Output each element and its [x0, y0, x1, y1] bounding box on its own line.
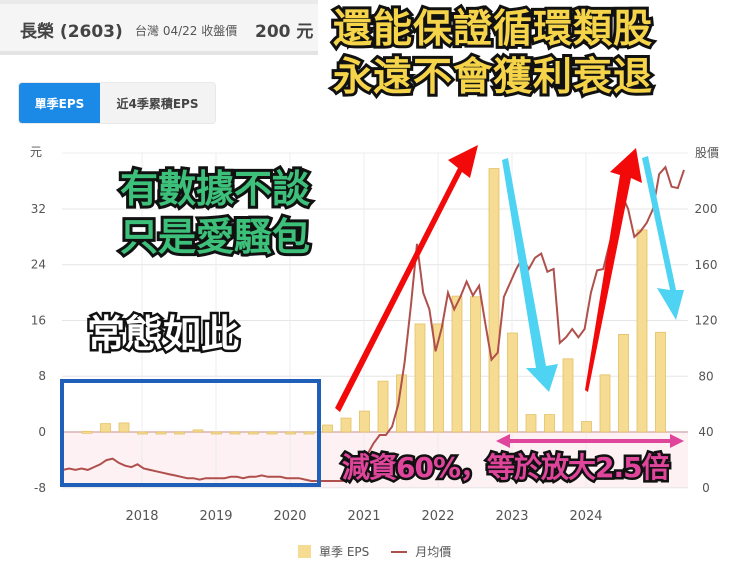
green-line-1: 有數據不談: [117, 164, 313, 214]
eps-bar: [155, 431, 167, 435]
red-up-arrow-2: [585, 148, 642, 392]
eps-bar: [322, 424, 333, 433]
eps-bar: [655, 331, 666, 433]
eps-bar: [562, 358, 574, 433]
right-axis-unit: 股價: [695, 146, 719, 160]
white-overlay: 常態如此: [84, 310, 241, 359]
tab-trailing-4q-eps[interactable]: 近4季累積EPS: [100, 83, 215, 123]
eps-bar: [507, 332, 518, 433]
eps-bar: [81, 430, 93, 434]
eps-bar: [266, 431, 278, 435]
left-axis-unit: 元: [30, 145, 42, 159]
left-axis-tick: -8: [34, 481, 46, 495]
x-axis-year: 2018: [125, 509, 158, 524]
right-axis-tick: 0: [702, 481, 710, 495]
eps-bar: [285, 431, 296, 435]
close-price: 200 元: [255, 22, 314, 42]
headline-overlay: 還能保證循環類股 永遠不會獲利衰退: [330, 4, 655, 103]
eps-bar: [599, 374, 611, 433]
right-axis-tick: 200: [695, 202, 718, 216]
eps-bar: [433, 323, 444, 433]
market-date-label: 台灣 04/22 收盤價: [135, 24, 238, 38]
left-axis-tick: 16: [31, 313, 46, 327]
eps-bar: [248, 431, 259, 435]
x-axis-year: 2021: [347, 509, 380, 524]
pink-arrow-right: [670, 434, 684, 448]
eps-bar: [137, 431, 148, 435]
eps-bar: [636, 229, 648, 433]
eps-bar: [414, 323, 426, 433]
cyan-down-arrow-1: [502, 158, 558, 392]
chart-legend: 單季 EPS 月均價: [298, 543, 451, 560]
eps-bar: [303, 431, 315, 435]
pink-arrow-left: [496, 434, 510, 448]
highlight-box: [60, 379, 321, 487]
red-up-arrow-1: [335, 145, 478, 412]
green-line-2: 只是愛騷包: [117, 212, 313, 262]
eps-bar: [340, 417, 352, 433]
pink-overlay: 減資60%，等於放大2.5倍: [340, 449, 673, 487]
x-axis-year: 2023: [495, 509, 528, 524]
x-axis-year: 2024: [569, 509, 602, 524]
left-axis-tick: 0: [38, 425, 46, 439]
tab-quarterly-eps[interactable]: 單季EPS: [19, 83, 100, 123]
eps-bar: [100, 423, 111, 433]
left-axis-tick: 8: [38, 369, 46, 383]
eps-tab-group: 單季EPS 近4季累積EPS: [19, 83, 215, 123]
eps-bar: [192, 429, 204, 433]
price-legend-line[interactable]: [391, 550, 408, 553]
left-axis-tick: 32: [31, 202, 46, 216]
headline-line-2: 永遠不會獲利衰退: [330, 52, 655, 103]
eps-bar: [488, 168, 500, 433]
x-axis-year: 2022: [421, 509, 454, 524]
right-axis-tick: 120: [695, 314, 718, 328]
eps-bar: [581, 421, 592, 433]
eps-bar: [525, 414, 537, 433]
eps-bar: [451, 295, 463, 433]
price-legend-label[interactable]: 月均價: [415, 545, 452, 559]
eps-bar: [377, 380, 389, 433]
price-line: [62, 165, 685, 482]
eps-legend-swatch[interactable]: [298, 545, 311, 558]
eps-bar: [229, 431, 241, 435]
stock-name: 長榮 (2603): [20, 22, 123, 42]
green-overlay: 有數據不談 只是愛騷包: [117, 164, 313, 262]
eps-bar: [470, 296, 481, 433]
headline-line-1: 還能保證循環類股: [330, 4, 655, 55]
right-axis-tick: 80: [698, 369, 713, 383]
eps-bar: [174, 431, 185, 435]
x-axis-year: 2020: [273, 509, 306, 524]
x-axis-year: 2019: [199, 509, 232, 524]
eps-bar: [544, 414, 555, 433]
left-axis-tick: 24: [31, 258, 46, 272]
eps-bar: [396, 374, 407, 433]
eps-bar: [211, 431, 222, 435]
eps-bar: [359, 410, 370, 433]
right-axis-tick: 40: [698, 425, 713, 439]
eps-bar: [618, 334, 629, 433]
right-axis-tick: 160: [695, 258, 718, 272]
stock-header: 長榮 (2603) 台灣 04/22 收盤價 200 元: [0, 0, 318, 55]
cyan-down-arrow-2: [642, 156, 684, 320]
eps-bar: [118, 422, 130, 433]
eps-legend-label[interactable]: 單季 EPS: [319, 545, 370, 559]
